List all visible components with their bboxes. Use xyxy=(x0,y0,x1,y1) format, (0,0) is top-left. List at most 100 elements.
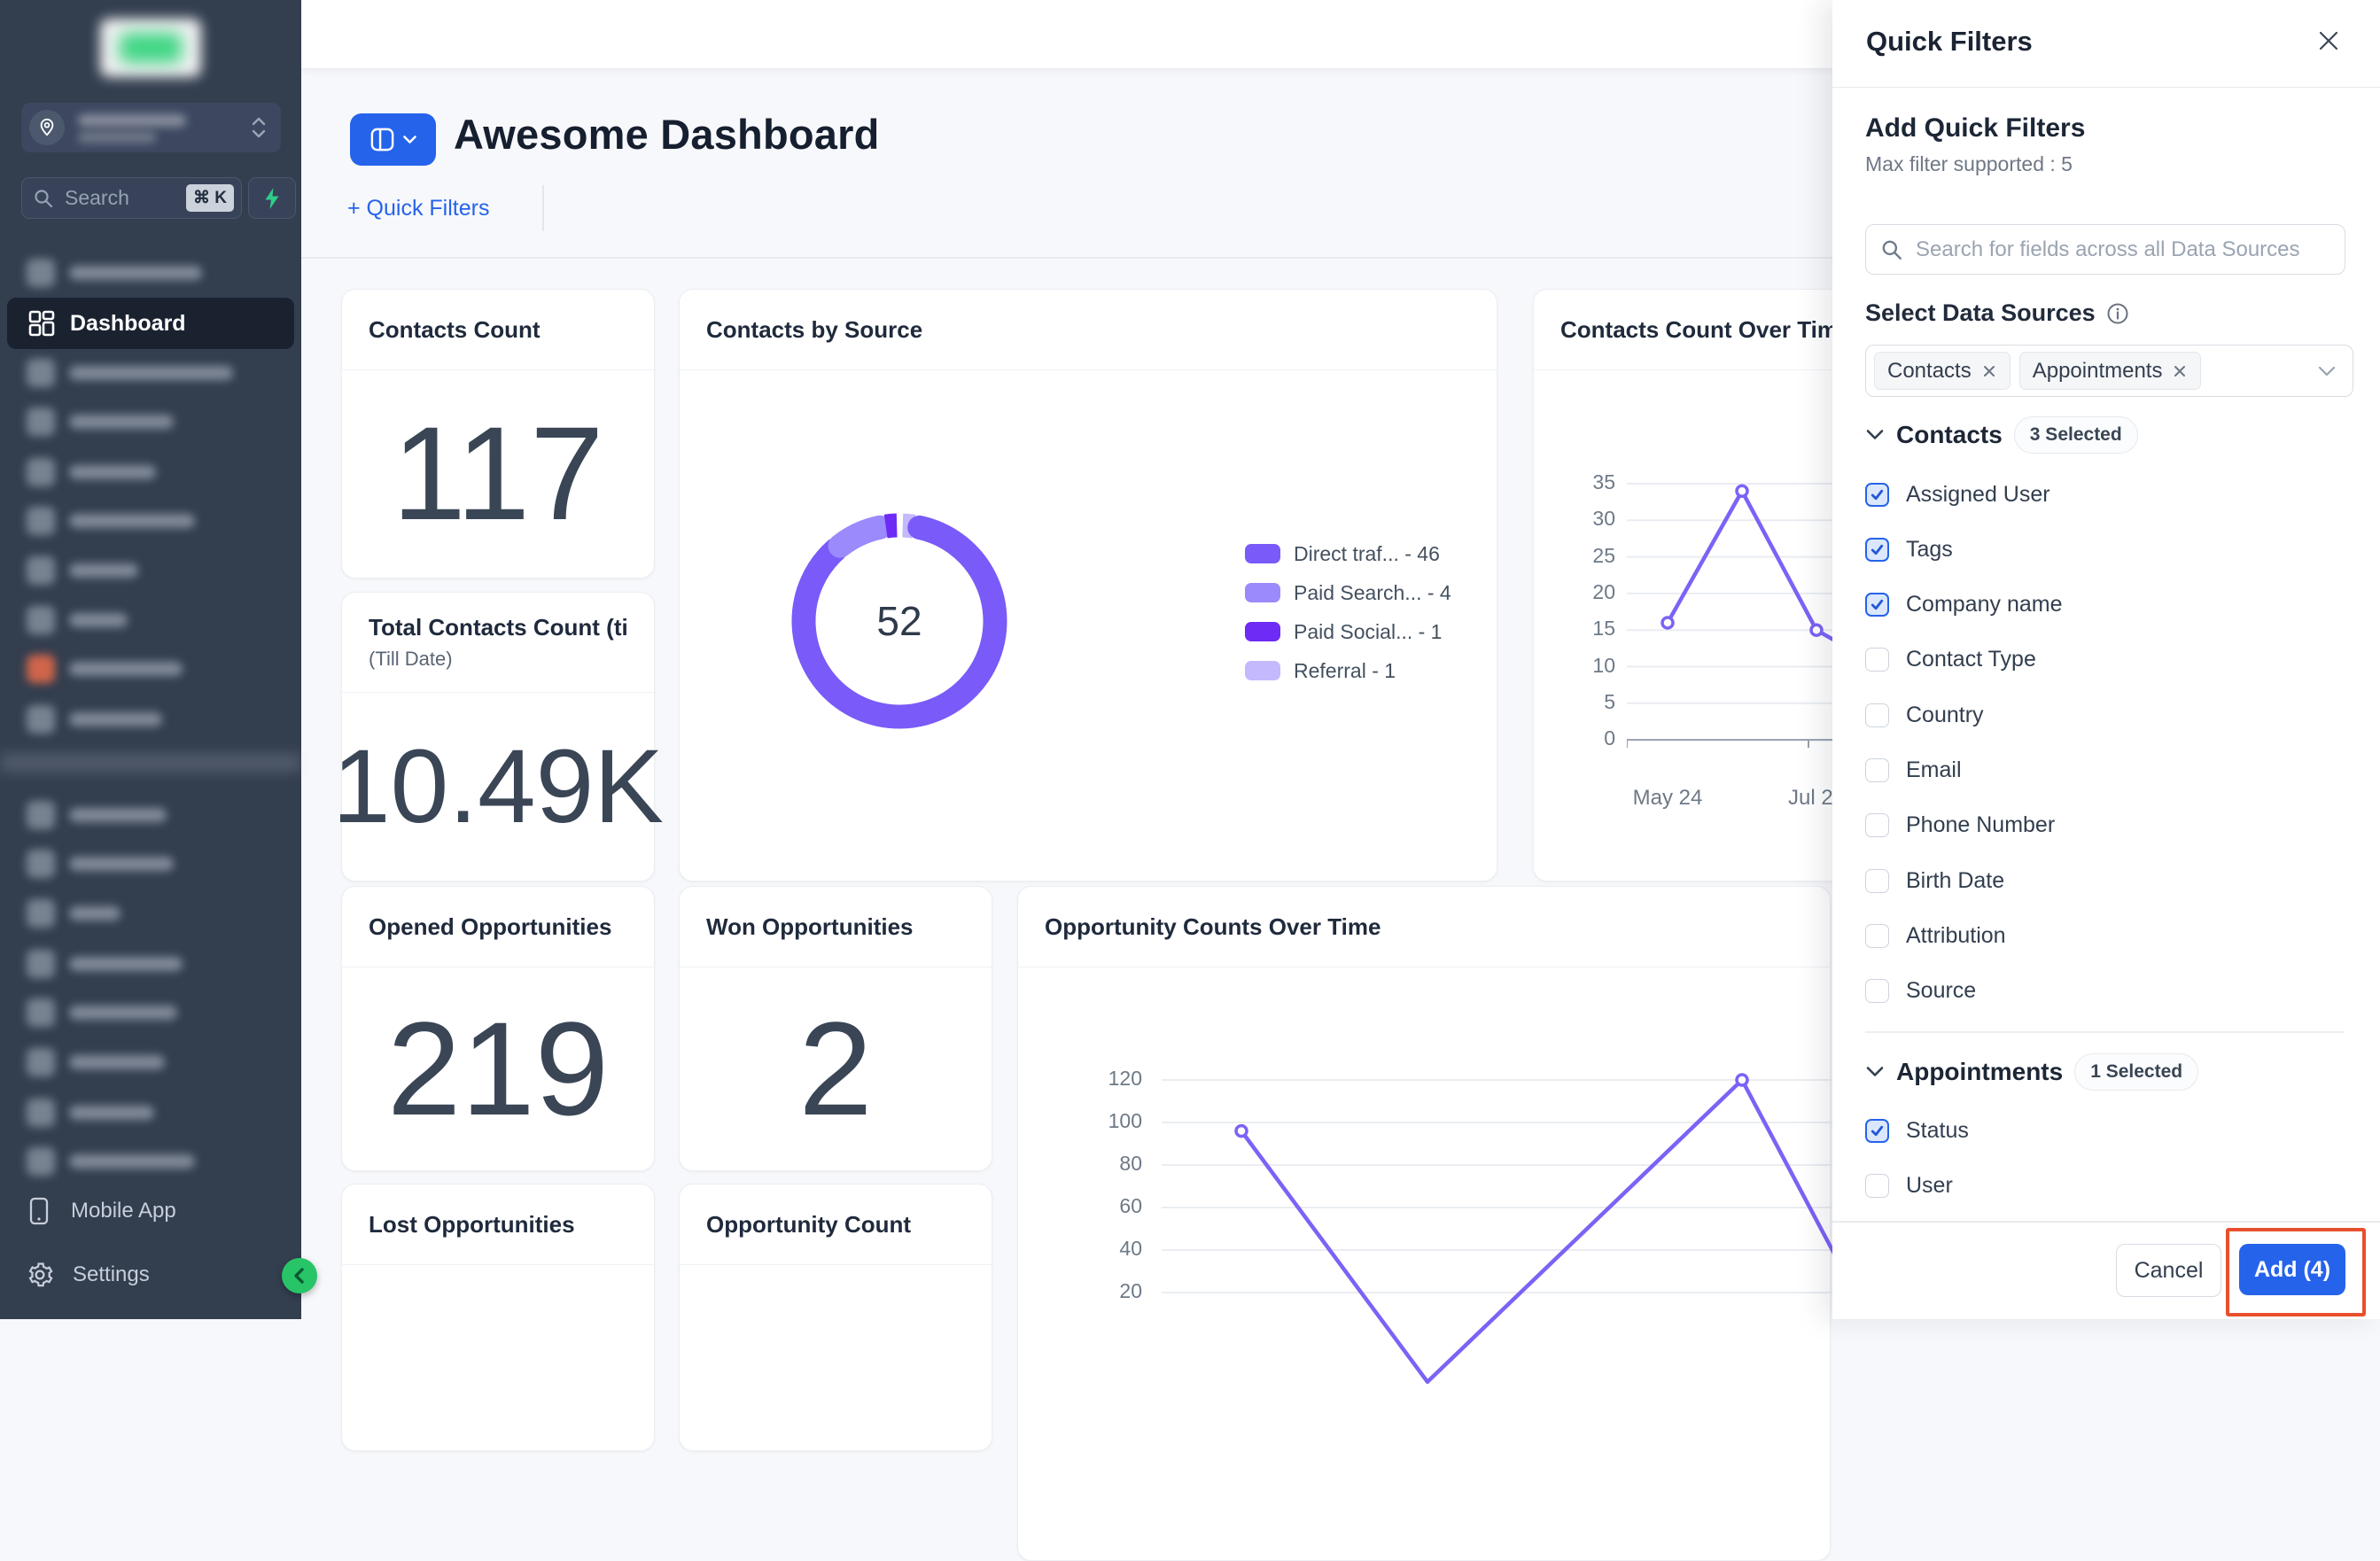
sidebar-item-redacted[interactable] xyxy=(0,700,301,739)
checkbox-checked[interactable] xyxy=(1865,593,1889,617)
sidebar-item-redacted[interactable] xyxy=(0,1142,301,1181)
max-filter-note: Max filter supported : 5 xyxy=(1865,152,2073,175)
check-icon xyxy=(1871,1125,1884,1136)
sidebar-search-input[interactable] xyxy=(63,185,173,211)
checkbox[interactable] xyxy=(1865,703,1889,727)
nav-icon-redacted xyxy=(27,408,55,436)
field-row-assigned-user[interactable]: Assigned User xyxy=(1865,467,2050,522)
data-sources-select[interactable]: Contacts Appointments xyxy=(1865,345,2353,397)
sidebar-search[interactable]: ⌘ K xyxy=(21,177,242,219)
nav-icon-redacted xyxy=(27,899,55,928)
nav-icon-redacted xyxy=(27,458,55,486)
field-row-country[interactable]: Country xyxy=(1865,687,1984,742)
chart-opp-svg xyxy=(1162,1073,1853,1385)
field-row-company-name[interactable]: Company name xyxy=(1865,578,2062,633)
nav-label-redacted xyxy=(69,957,183,971)
field-row-tags[interactable]: Tags xyxy=(1865,522,1953,577)
sidebar-item-redacted[interactable] xyxy=(0,649,301,688)
nav-label-redacted xyxy=(69,613,128,627)
add-quick-filters-link[interactable]: + Quick Filters xyxy=(347,196,490,221)
cancel-button[interactable]: Cancel xyxy=(2116,1244,2221,1297)
nav-label-redacted xyxy=(69,266,202,280)
fields-search[interactable] xyxy=(1865,224,2345,275)
field-row-attribution[interactable]: Attribution xyxy=(1865,908,2006,963)
checkbox[interactable] xyxy=(1865,648,1889,672)
nav-icon-redacted xyxy=(27,655,55,683)
sidebar-collapse-button[interactable] xyxy=(282,1258,317,1293)
section-selected-badge: 3 Selected xyxy=(2013,416,2138,454)
field-row-status[interactable]: Status xyxy=(1865,1103,1969,1158)
info-icon[interactable] xyxy=(2106,302,2129,325)
field-row-contact-type[interactable]: Contact Type xyxy=(1865,633,2036,687)
sidebar-item-redacted[interactable] xyxy=(0,944,301,983)
checkbox[interactable] xyxy=(1865,868,1889,893)
sidebar-item-redacted[interactable] xyxy=(0,1093,301,1132)
nav-icon-redacted xyxy=(27,507,55,535)
mobile-phone-icon xyxy=(29,1197,49,1225)
add-button[interactable]: Add (4) xyxy=(2239,1244,2345,1295)
legend-swatch xyxy=(1245,583,1280,602)
legend-swatch xyxy=(1245,622,1280,641)
sidebar-item-settings[interactable]: Settings xyxy=(27,1255,150,1294)
legend-label: Paid Social... - 1 xyxy=(1294,619,1443,643)
checkbox[interactable] xyxy=(1865,758,1889,782)
nav-label-redacted xyxy=(69,465,156,479)
field-row-source[interactable]: Source xyxy=(1865,964,1976,1019)
chip-remove-icon[interactable] xyxy=(1981,363,1997,379)
checkbox[interactable] xyxy=(1865,1173,1889,1198)
nav-label-redacted xyxy=(69,1055,165,1069)
dashboard-layout-button[interactable] xyxy=(350,113,436,166)
sidebar-item-dashboard[interactable]: Dashboard xyxy=(7,298,294,349)
chevron-down-icon xyxy=(1866,1067,1884,1076)
quick-action-button[interactable] xyxy=(248,177,296,219)
sidebar-item-redacted[interactable] xyxy=(0,993,301,1032)
sidebar-item-redacted[interactable] xyxy=(0,402,301,441)
checkbox[interactable] xyxy=(1865,923,1889,948)
checkbox-checked[interactable] xyxy=(1865,537,1889,562)
checkbox[interactable] xyxy=(1865,979,1889,1004)
data-source-chip[interactable]: Appointments xyxy=(2018,352,2202,390)
fields-search-input[interactable] xyxy=(1914,236,2307,263)
y-axis-label: 40 xyxy=(1119,1237,1142,1260)
y-axis-label: 10 xyxy=(1592,653,1615,677)
sidebar-item-redacted[interactable] xyxy=(0,844,301,883)
card-title: Won Opportunities xyxy=(680,887,992,967)
sidebar-item-redacted[interactable] xyxy=(0,796,301,835)
nav-label-redacted xyxy=(69,662,183,676)
nav-icon-redacted xyxy=(27,556,55,585)
sidebar-item-redacted[interactable] xyxy=(0,353,301,392)
sidebar-item-redacted[interactable] xyxy=(0,453,301,492)
field-label: Attribution xyxy=(1906,922,2006,948)
nav-label-redacted xyxy=(69,906,121,920)
section-header-contacts[interactable]: Contacts 3 Selected xyxy=(1865,416,2138,454)
section-header-appointments[interactable]: Appointments 1 Selected xyxy=(1865,1053,2199,1091)
field-label: Contact Type xyxy=(1906,647,2036,672)
sidebar-item-redacted[interactable] xyxy=(0,1043,301,1082)
field-row-birth-date[interactable]: Birth Date xyxy=(1865,853,2004,908)
nav-icon-redacted xyxy=(27,359,55,387)
field-row-user[interactable]: User xyxy=(1865,1158,1953,1213)
card-won-opportunities: Won Opportunities 2 xyxy=(679,886,992,1171)
sidebar-item-redacted[interactable] xyxy=(0,894,301,933)
sidebar-item-redacted[interactable] xyxy=(0,601,301,640)
field-row-email[interactable]: Email xyxy=(1865,743,1962,798)
metric-value: 10.49K xyxy=(332,727,664,845)
sidebar-item-mobile-app[interactable]: Mobile App xyxy=(27,1192,176,1231)
legend-label: Referral - 1 xyxy=(1294,658,1396,682)
sidebar-item-redacted[interactable] xyxy=(0,551,301,590)
quick-filters-panel: Quick Filters Add Quick Filters Max filt… xyxy=(1832,0,2380,1319)
footer-divider xyxy=(1832,1221,2380,1223)
workspace-selector[interactable] xyxy=(21,103,281,152)
checkbox[interactable] xyxy=(1865,813,1889,838)
field-row-phone-number[interactable]: Phone Number xyxy=(1865,798,2055,853)
close-button[interactable] xyxy=(2313,25,2345,57)
data-source-chip[interactable]: Contacts xyxy=(1874,352,2011,390)
checkbox-checked[interactable] xyxy=(1865,1118,1889,1143)
checkbox-checked[interactable] xyxy=(1865,482,1889,507)
sidebar-item-redacted[interactable] xyxy=(0,253,301,292)
nav-label-redacted xyxy=(69,514,195,528)
legend-swatch xyxy=(1245,544,1280,563)
selected-data-sources: Contacts Appointments xyxy=(1874,352,2202,390)
chip-remove-icon[interactable] xyxy=(2172,363,2188,379)
sidebar-item-redacted[interactable] xyxy=(0,501,301,540)
